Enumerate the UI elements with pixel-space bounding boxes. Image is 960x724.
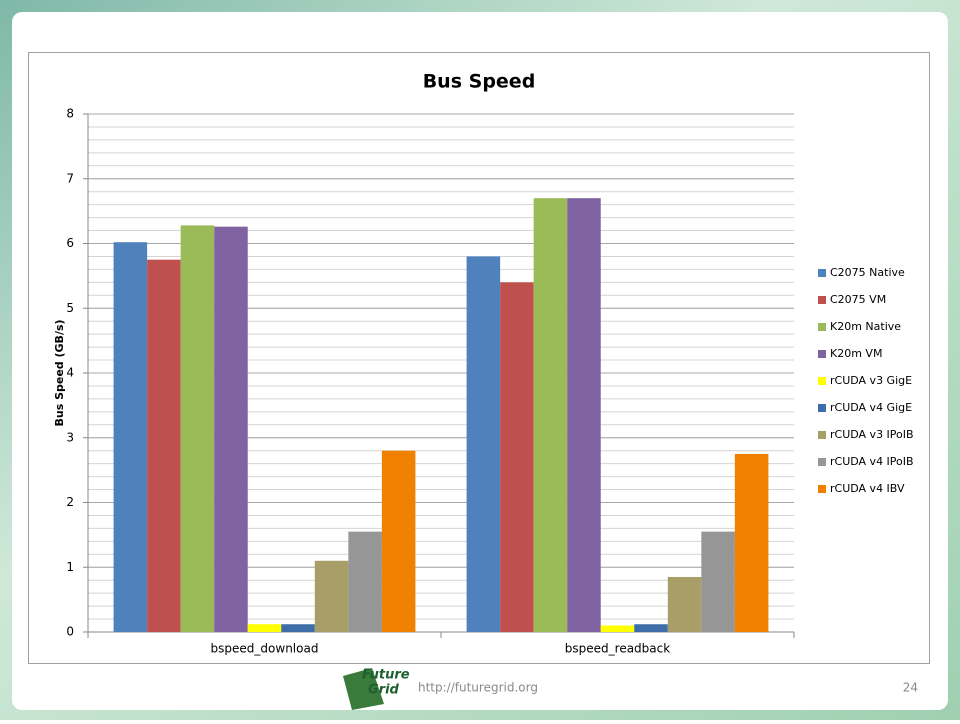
bar — [214, 226, 248, 633]
bar — [180, 225, 215, 632]
legend-swatch — [818, 350, 826, 358]
y-tick-label: 2 — [66, 495, 74, 509]
y-tick-label: 4 — [66, 366, 74, 380]
legend-swatch — [818, 485, 826, 493]
bar — [600, 625, 635, 632]
bar — [500, 282, 534, 632]
legend-item: rCUDA v4 IPoIB — [818, 455, 914, 468]
page-number: 24 — [903, 681, 918, 695]
legend-swatch — [818, 296, 826, 304]
bar — [466, 256, 501, 632]
bar — [567, 198, 601, 633]
bar — [281, 624, 315, 632]
legend-label: C2075 Native — [830, 266, 905, 279]
bar — [147, 259, 181, 632]
bar — [533, 198, 568, 633]
legend-swatch — [818, 404, 826, 412]
legend-item: rCUDA v4 IBV — [818, 482, 905, 495]
legend-swatch — [818, 458, 826, 466]
legend-item: rCUDA v3 GigE — [818, 374, 912, 387]
bar — [348, 531, 382, 632]
legend-label: rCUDA v4 IBV — [830, 482, 905, 495]
logo-text: Grid — [368, 683, 400, 698]
footer: Future Grid http://futuregrid.org 24 — [343, 668, 918, 710]
bar — [247, 624, 282, 632]
y-tick-label: 6 — [66, 236, 74, 250]
bar — [113, 242, 148, 632]
legend-label: rCUDA v3 GigE — [830, 374, 912, 387]
y-tick-label: 7 — [66, 171, 74, 185]
legend-item: K20m Native — [818, 320, 901, 333]
bar — [701, 531, 735, 632]
footer-url: http://futuregrid.org — [418, 681, 538, 695]
legend-label: C2075 VM — [830, 293, 886, 306]
legend-item: C2075 Native — [818, 266, 905, 279]
bar — [381, 450, 416, 632]
legend-swatch — [818, 431, 826, 439]
plot: 0 1 2 3 4 5 6 7 8 bspeed_download bspeed_readback C… — [66, 107, 913, 656]
legend-item: K20m VM — [818, 347, 882, 360]
bar — [734, 453, 769, 632]
y-tick-label: 8 — [66, 107, 74, 121]
y-tick-label: 5 — [66, 301, 74, 315]
y-tick-label: 1 — [66, 560, 74, 574]
legend-label: rCUDA v3 IPoIB — [830, 428, 914, 441]
legend-swatch — [818, 377, 826, 385]
legend-label: K20m VM — [830, 347, 882, 360]
bar — [314, 560, 349, 632]
y-axis-title: Bus Speed (GB/s) — [53, 319, 66, 426]
logo-mark — [343, 668, 384, 710]
legend-item: rCUDA v3 IPoIB — [818, 428, 914, 441]
x-tick-label: bspeed_download — [211, 642, 319, 656]
legend-item: rCUDA v4 GigE — [818, 401, 912, 414]
y-tick-label: 3 — [66, 430, 74, 444]
legend-swatch — [818, 323, 826, 331]
chart-title: Bus Speed — [423, 71, 536, 93]
legend-item: C2075 VM — [818, 293, 886, 306]
bar — [667, 576, 702, 632]
bar — [634, 624, 668, 632]
x-tick-label: bspeed_readback — [565, 642, 670, 656]
legend-label: rCUDA v4 IPoIB — [830, 455, 914, 468]
legend-swatch — [818, 269, 826, 277]
legend-label: K20m Native — [830, 320, 901, 333]
y-tick-label: 0 — [66, 625, 74, 639]
legend-label: rCUDA v4 GigE — [830, 401, 912, 414]
logo-text: Future — [362, 668, 410, 683]
